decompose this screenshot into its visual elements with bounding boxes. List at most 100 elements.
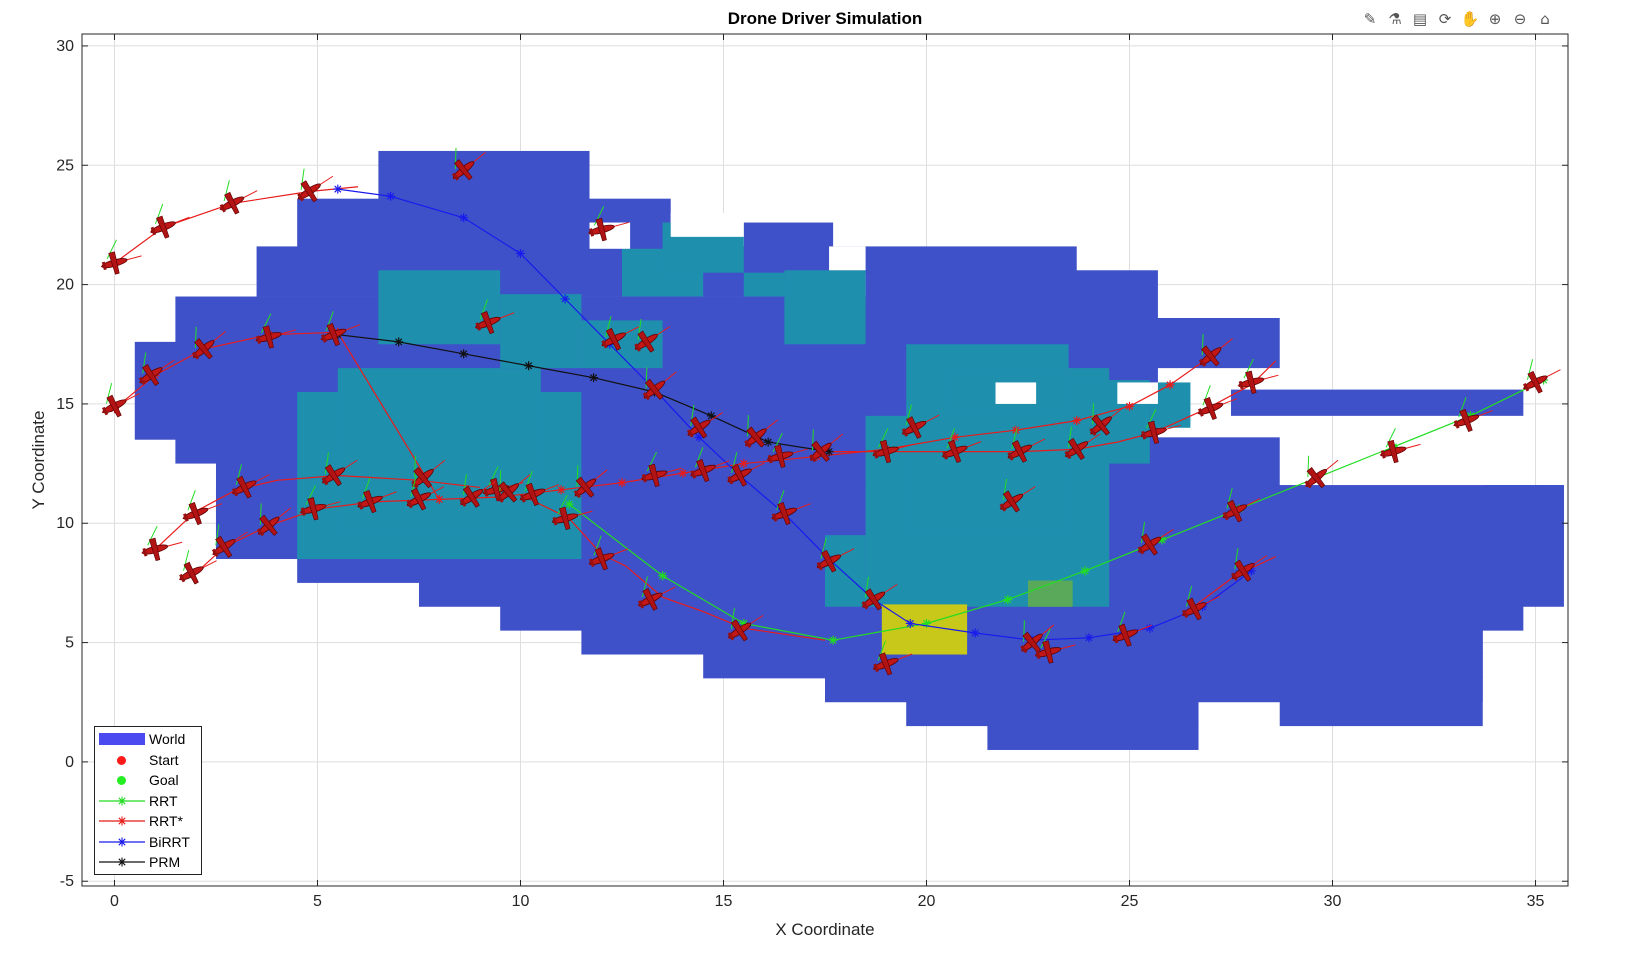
drone-tail bbox=[1112, 634, 1119, 644]
drone-marker bbox=[689, 447, 730, 483]
legend-item-world[interactable]: World bbox=[95, 729, 201, 750]
drone-marker bbox=[637, 576, 676, 611]
drone-heading bbox=[259, 503, 262, 525]
drone-marker bbox=[1064, 426, 1101, 460]
chart-legend[interactable]: World Start Goal RRT RRT* BiRRT PRM bbox=[94, 726, 202, 875]
star-stroke bbox=[1146, 624, 1154, 632]
drone-heading bbox=[1040, 628, 1051, 649]
drone-marker bbox=[519, 471, 559, 506]
drone-marker bbox=[872, 428, 914, 464]
drone-wing bbox=[746, 426, 765, 448]
drone-wing bbox=[820, 549, 837, 573]
y-tick-label: 0 bbox=[65, 754, 74, 771]
legend-label: World bbox=[149, 731, 186, 748]
pan-hand-icon[interactable]: ✋ bbox=[1460, 10, 1480, 28]
drone-marker bbox=[1089, 403, 1124, 437]
insert-legend-icon[interactable]: ▤ bbox=[1412, 10, 1428, 28]
drone-wing bbox=[1091, 414, 1110, 436]
brush-icon[interactable]: ✎ bbox=[1363, 10, 1377, 28]
y-tick-label: 25 bbox=[56, 157, 74, 174]
drone-wing bbox=[413, 467, 432, 489]
home-icon[interactable]: ⌂ bbox=[1540, 10, 1550, 28]
drone-wing bbox=[644, 378, 664, 400]
drone-heading bbox=[1117, 611, 1126, 633]
legend-item-prm[interactable]: PRM bbox=[95, 852, 201, 873]
prm-point bbox=[524, 361, 534, 371]
legend-item-goal[interactable]: Goal bbox=[95, 770, 201, 791]
obstacle-cell bbox=[825, 535, 866, 607]
drone-heading bbox=[1023, 620, 1025, 642]
drone-marker bbox=[231, 464, 270, 499]
legend-item-rrt[interactable]: RRT bbox=[95, 791, 201, 812]
drone-heading bbox=[362, 478, 371, 499]
legend-item-rrt-star[interactable]: RRT* bbox=[95, 811, 201, 832]
drone-wing bbox=[690, 416, 708, 439]
drone-wing bbox=[906, 416, 922, 439]
star-stroke bbox=[659, 572, 667, 580]
birrt-point bbox=[333, 184, 343, 194]
zoom-out-icon[interactable]: ⊖ bbox=[1513, 10, 1527, 28]
legend-item-start[interactable]: Start bbox=[95, 750, 201, 771]
rrt-point bbox=[658, 571, 668, 581]
world-cell bbox=[1231, 389, 1524, 416]
drone-heading bbox=[462, 474, 467, 496]
legend-label: Goal bbox=[149, 772, 179, 789]
drone-wing bbox=[262, 325, 274, 349]
drone-marker bbox=[1197, 385, 1238, 421]
drone-heading bbox=[1146, 409, 1157, 429]
birrt-point bbox=[970, 628, 980, 638]
y-tick-label: 15 bbox=[56, 396, 74, 413]
world-cell bbox=[1279, 628, 1483, 727]
drone-tail bbox=[901, 428, 909, 437]
drone-marker bbox=[1522, 359, 1561, 394]
legend-swatch-world bbox=[95, 732, 147, 746]
world-cell bbox=[987, 723, 1199, 750]
drone-wing bbox=[307, 497, 319, 521]
drone-marker bbox=[872, 640, 913, 676]
drone-tail bbox=[634, 343, 641, 352]
drone-marker bbox=[1020, 620, 1055, 654]
obstacle-cell bbox=[378, 270, 501, 345]
drone-heading bbox=[1067, 426, 1072, 448]
drone-heading bbox=[593, 206, 605, 226]
drone-wing bbox=[215, 535, 233, 558]
zoom-in-icon[interactable]: ⊕ bbox=[1488, 10, 1502, 28]
drone-heading bbox=[1185, 585, 1193, 607]
drone-heading bbox=[864, 576, 869, 598]
drone-heading bbox=[414, 455, 416, 478]
drone-marker bbox=[149, 203, 190, 239]
drone-heading bbox=[820, 538, 827, 559]
drone-heading bbox=[235, 464, 243, 485]
y-tick-label: 30 bbox=[56, 38, 74, 55]
drone-heading bbox=[1201, 334, 1204, 356]
drone-heading bbox=[106, 239, 117, 260]
drone-tail bbox=[641, 473, 647, 483]
star-stroke bbox=[618, 479, 626, 487]
x-tick-label: 35 bbox=[1527, 893, 1545, 910]
drone-marker bbox=[451, 147, 486, 181]
drone-tail bbox=[321, 477, 329, 486]
drone-marker bbox=[357, 478, 397, 514]
drone-marker bbox=[211, 524, 248, 558]
drone-wing bbox=[878, 652, 893, 676]
drone-heading bbox=[499, 470, 502, 492]
rotate-3d-icon[interactable]: ⟳ bbox=[1438, 10, 1452, 28]
drone-heading bbox=[1526, 359, 1534, 380]
drone-tail bbox=[231, 487, 239, 497]
data-tips-icon[interactable]: ⚗ bbox=[1388, 10, 1402, 28]
drone-marker bbox=[138, 352, 175, 386]
x-axis-label: X Coordinate bbox=[775, 920, 874, 939]
world-cell bbox=[500, 604, 1524, 631]
drone-wing bbox=[864, 588, 882, 611]
drone-tail bbox=[101, 261, 107, 271]
drone-marker bbox=[573, 465, 608, 499]
drone-wing bbox=[648, 463, 660, 488]
drone-marker bbox=[297, 168, 334, 203]
drone-tail bbox=[451, 172, 460, 181]
rrt-star-point bbox=[1072, 416, 1082, 426]
drone-tail bbox=[256, 335, 262, 345]
drone-wing bbox=[108, 251, 120, 275]
birrt-point bbox=[386, 191, 396, 201]
legend-item-birrt[interactable]: BiRRT bbox=[95, 832, 201, 853]
drone-wing bbox=[774, 444, 786, 468]
